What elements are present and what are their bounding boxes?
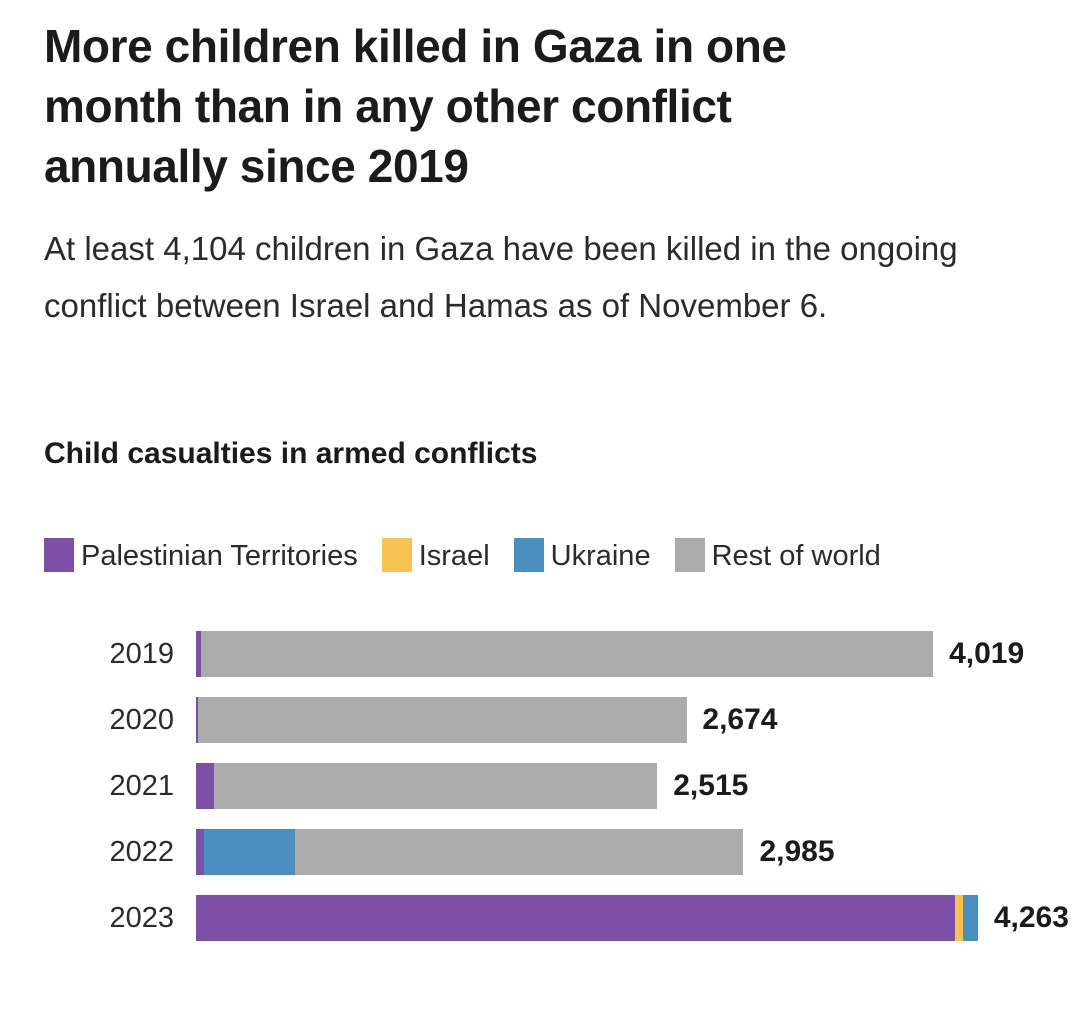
bar-row: 2019 4,019 xyxy=(44,631,1036,677)
legend-swatch-icon xyxy=(44,538,74,572)
bar-year-label: 2021 xyxy=(109,770,174,802)
bar-track[interactable] xyxy=(196,829,744,875)
legend-swatch-icon xyxy=(674,538,705,572)
bar-segment-palestinian-territories[interactable] xyxy=(196,631,201,677)
bar-row: 2020 2,674 xyxy=(44,697,1036,743)
bar-value-label: 2,674 xyxy=(702,703,778,736)
chart-legend: Palestinian Territories Israel Ukraine R… xyxy=(44,528,1029,593)
bar-segment-palestinian-territories[interactable] xyxy=(196,895,956,941)
page-headline: More children killed in Gaza in one mont… xyxy=(44,20,787,192)
chart-title: Child casualties in armed conflicts xyxy=(44,437,538,470)
bar-value-label: 2,985 xyxy=(759,835,835,868)
bar-segment-ukraine[interactable] xyxy=(204,829,295,875)
bar-segment-rest-of-world[interactable] xyxy=(198,697,687,743)
legend-swatch-icon xyxy=(513,538,544,572)
legend-swatch-icon xyxy=(381,538,412,572)
bar-year-label: 2020 xyxy=(109,704,174,736)
bar-segment-palestinian-territories[interactable] xyxy=(196,697,198,743)
bar-value-label: 4,019 xyxy=(949,637,1025,670)
legend-item-label: Rest of world xyxy=(711,540,881,572)
bar-year-label: 2022 xyxy=(109,836,174,868)
legend-item-ukraine[interactable]: Ukraine xyxy=(513,538,651,572)
bar-value-label: 2,515 xyxy=(673,769,749,802)
bar-segment-rest-of-world[interactable] xyxy=(200,631,934,677)
bar-segment-palestinian-territories[interactable] xyxy=(196,763,214,809)
legend-item-label: Israel xyxy=(418,540,490,572)
legend-item-label: Ukraine xyxy=(550,540,651,572)
bar-track[interactable] xyxy=(196,697,687,743)
bar-row: 2022 2,985 xyxy=(44,829,1036,875)
bar-segment-rest-of-world[interactable] xyxy=(213,763,658,809)
bar-row: 2023 4,263 xyxy=(44,895,1069,941)
bar-track[interactable] xyxy=(196,631,934,677)
bar-segment-rest-of-world[interactable] xyxy=(294,829,744,875)
legend-item-palestinian-territories[interactable]: Palestinian Territories xyxy=(44,538,358,572)
legend-item-rest-of-world[interactable]: Rest of world xyxy=(674,538,881,572)
bar-segment-ukraine[interactable] xyxy=(963,895,978,941)
bar-track[interactable] xyxy=(196,763,658,809)
bar-year-label: 2023 xyxy=(109,902,174,934)
bar-chart: 2019 4,019 2020 2,674 2021 2,515 2022 2,985 2023… xyxy=(44,631,1069,941)
page-subtitle: At least 4,104 children in Gaza have bee… xyxy=(44,230,958,324)
bar-row: 2021 2,515 xyxy=(44,763,1036,809)
bar-segment-palestinian-territories[interactable] xyxy=(196,829,205,875)
bar-track[interactable] xyxy=(196,895,978,941)
legend-item-israel[interactable]: Israel xyxy=(381,538,490,572)
bar-year-label: 2019 xyxy=(109,638,174,670)
chart-block: Child casualties in armed conflicts Pale… xyxy=(44,434,1069,941)
bar-segment-israel[interactable] xyxy=(955,895,964,941)
bar-value-label: 4,263 xyxy=(993,901,1069,934)
legend-item-label: Palestinian Territories xyxy=(81,540,358,572)
